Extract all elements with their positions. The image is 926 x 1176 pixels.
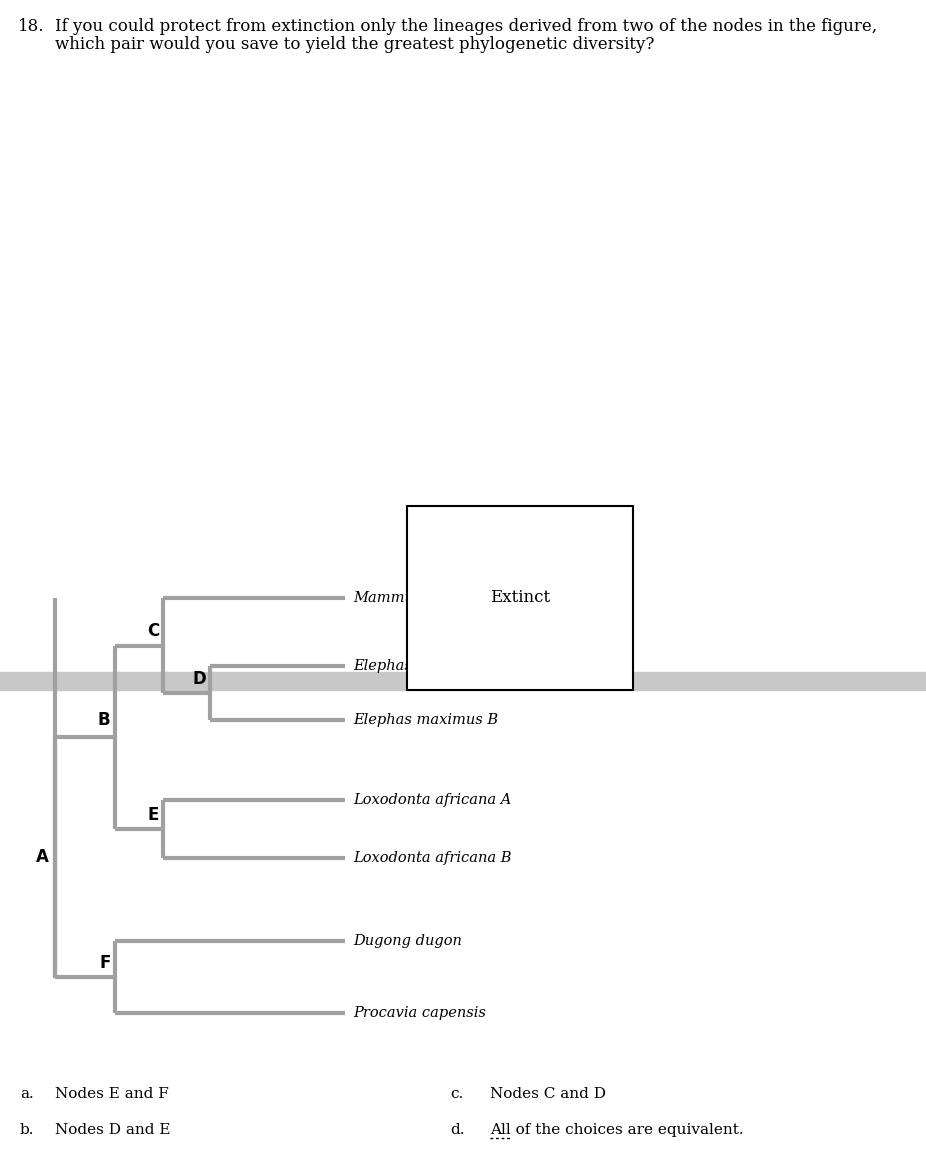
Text: B: B xyxy=(97,711,110,729)
Text: F: F xyxy=(100,954,111,973)
Text: Dugong dugon: Dugong dugon xyxy=(353,934,462,948)
Text: All of the choices are equivalent.: All of the choices are equivalent. xyxy=(490,1123,744,1137)
Text: Elephas maximus A: Elephas maximus A xyxy=(353,659,498,673)
Text: C: C xyxy=(146,622,159,641)
Text: which pair would you save to yield the greatest phylogenetic diversity?: which pair would you save to yield the g… xyxy=(55,36,655,53)
Text: d.: d. xyxy=(450,1123,465,1137)
Text: Extinct: Extinct xyxy=(490,589,550,607)
Text: A: A xyxy=(36,848,49,867)
Text: c.: c. xyxy=(450,1087,463,1101)
Text: D: D xyxy=(193,670,206,688)
Text: Nodes E and F: Nodes E and F xyxy=(55,1087,169,1101)
Text: Mammuthus primigenius: Mammuthus primigenius xyxy=(353,592,539,604)
Text: Procavia capensis: Procavia capensis xyxy=(353,1005,486,1020)
Text: Nodes D and E: Nodes D and E xyxy=(55,1123,170,1137)
Bar xyxy=(0,671,926,690)
Text: E: E xyxy=(147,806,159,824)
Text: a.: a. xyxy=(20,1087,33,1101)
Text: If you could protect from extinction only the lineages derived from two of the n: If you could protect from extinction onl… xyxy=(55,18,877,35)
Text: Elephas maximus B: Elephas maximus B xyxy=(353,713,498,727)
Text: Nodes C and D: Nodes C and D xyxy=(490,1087,606,1101)
Text: 18.: 18. xyxy=(18,18,44,35)
Text: Loxodonta africana B: Loxodonta africana B xyxy=(353,851,511,866)
Text: b.: b. xyxy=(20,1123,34,1137)
Text: Loxodonta africana A: Loxodonta africana A xyxy=(353,793,511,807)
